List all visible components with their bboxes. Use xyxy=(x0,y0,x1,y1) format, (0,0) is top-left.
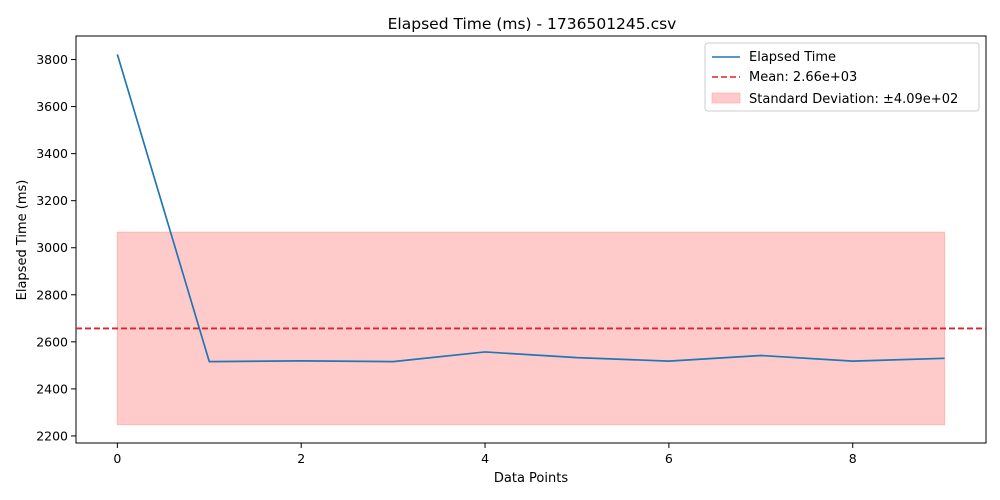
legend-std-label: Standard Deviation: ±4.09e+02 xyxy=(749,92,958,107)
plot-frame xyxy=(75,35,987,444)
y-tick-label: 3600 xyxy=(36,99,68,114)
x-tick-label: 0 xyxy=(113,451,121,466)
y-tick-label: 2600 xyxy=(36,334,68,349)
legend-std-swatch xyxy=(711,92,741,104)
y-tick-label: 3200 xyxy=(36,193,68,208)
y-axis: 2200 2400 2600 2800 3000 3200 3400 3600 3800 xyxy=(36,52,76,443)
x-tick-label: 8 xyxy=(849,451,857,466)
legend-box xyxy=(704,42,980,112)
plot-area xyxy=(75,35,987,444)
elapsed-time-line xyxy=(116,54,945,363)
y-tick-label: 2800 xyxy=(36,287,68,302)
chart-title: Elapsed Time (ms) - 1736501245.csv xyxy=(388,15,677,33)
y-tick-label: 3800 xyxy=(36,52,68,67)
legend-series-label: Elapsed Time xyxy=(749,50,836,65)
y-tick-label: 3000 xyxy=(36,240,68,255)
x-tick-label: 6 xyxy=(665,451,673,466)
legend: Elapsed Time Mean: 2.66e+03 Standard Dev… xyxy=(704,42,980,112)
y-tick-label: 3400 xyxy=(36,146,68,161)
y-tick-label: 2400 xyxy=(36,381,68,396)
x-axis: 0 2 4 6 8 xyxy=(113,443,857,466)
x-axis-label: Data Points xyxy=(494,471,568,486)
y-tick-label: 2200 xyxy=(36,428,68,443)
y-axis-label: Elapsed Time (ms) xyxy=(15,180,30,301)
legend-mean-label: Mean: 2.66e+03 xyxy=(749,70,857,85)
x-tick-label: 4 xyxy=(481,451,489,466)
x-tick-label: 2 xyxy=(297,451,305,466)
series-layer xyxy=(116,54,945,363)
